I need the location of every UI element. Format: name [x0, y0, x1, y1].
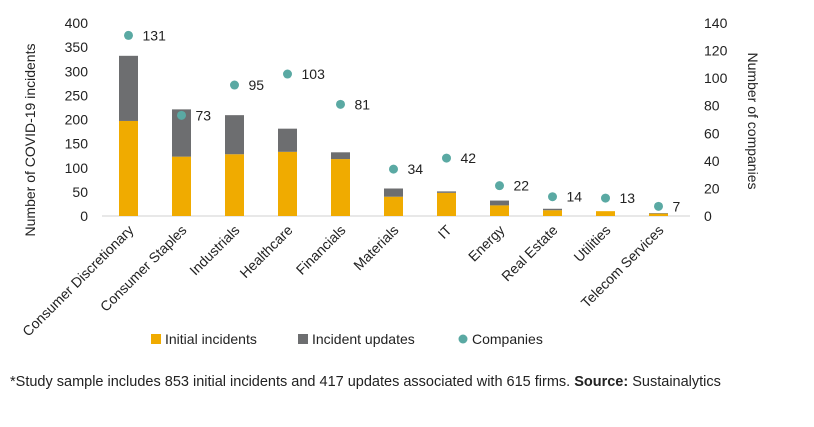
- point-data-label: 103: [302, 66, 326, 82]
- point-data-label: 13: [620, 190, 636, 206]
- bar-incident-updates: [437, 191, 456, 193]
- point-companies: [495, 181, 504, 191]
- legend-swatch-updates: [298, 334, 308, 344]
- point-data-label: 81: [355, 96, 371, 112]
- bar-incident-updates: [384, 188, 403, 197]
- y-tick-label: 350: [65, 39, 89, 55]
- bar-incident-updates: [543, 208, 562, 211]
- y2-axis-label: Number of companies: [745, 53, 761, 190]
- point-data-label: 131: [143, 27, 167, 43]
- y2-tick-label: 0: [704, 208, 712, 224]
- y-tick-label: 150: [65, 136, 89, 152]
- y-tick-label: 200: [65, 112, 89, 128]
- footnote-source-label: Source:: [574, 374, 629, 390]
- legend: Initial incidents Incident updates Compa…: [151, 331, 543, 347]
- category-label: Real Estate: [498, 222, 561, 285]
- bar-initial-incidents: [172, 156, 191, 216]
- point-data-label: 42: [461, 150, 477, 166]
- point-companies: [283, 69, 292, 79]
- y-tick-label: 400: [65, 15, 89, 31]
- point-companies: [230, 80, 239, 90]
- y2-tick-label: 40: [704, 153, 720, 169]
- point-data-label: 22: [514, 178, 530, 194]
- company-points: 131 73 95 103 81 34 42 22 14 13 7: [124, 27, 681, 214]
- point-data-label: 14: [567, 189, 583, 205]
- category-label: IT: [435, 221, 455, 241]
- bar-initial-incidents: [384, 196, 403, 216]
- bar-incident-updates: [278, 128, 297, 152]
- y-tick-label: 0: [80, 208, 88, 224]
- point-data-label: 73: [196, 107, 212, 123]
- y2-tick-label: 120: [704, 43, 728, 59]
- y-tick-label: 50: [72, 184, 88, 200]
- y-tick-label: 250: [65, 87, 89, 103]
- y2-tick-label: 140: [704, 15, 728, 31]
- bar-initial-incidents: [331, 159, 350, 216]
- footnote-source: Sustainalytics: [628, 374, 721, 390]
- bar-incident-updates: [119, 55, 138, 121]
- y2-tick-label: 80: [704, 98, 720, 114]
- category-label: Financials: [293, 222, 349, 278]
- point-data-label: 7: [673, 198, 681, 214]
- bar-incident-updates: [331, 152, 350, 160]
- point-companies: [442, 153, 451, 163]
- right-axis-ticks: 0 20 40 60 80 100 120 140: [704, 15, 728, 224]
- point-companies: [177, 110, 186, 120]
- y2-tick-label: 20: [704, 180, 720, 196]
- legend-label-initial: Initial incidents: [165, 331, 257, 347]
- point-companies: [389, 164, 398, 174]
- bar-incident-updates: [172, 109, 191, 157]
- bar-incident-updates: [490, 200, 509, 206]
- category-label: Utilities: [570, 222, 613, 265]
- legend-label-companies: Companies: [472, 331, 543, 347]
- legend-label-updates: Incident updates: [312, 331, 415, 347]
- y2-tick-label: 60: [704, 125, 720, 141]
- bar-initial-incidents: [437, 192, 456, 216]
- left-axis-ticks: 0 50 100 150 200 250 300 350 400: [65, 15, 89, 224]
- footnote-text: *Study sample includes 853 initial incid…: [10, 374, 575, 390]
- point-companies: [548, 192, 557, 202]
- y2-tick-label: 100: [704, 70, 728, 86]
- bar-initial-incidents: [490, 205, 509, 216]
- point-data-label: 34: [408, 161, 424, 177]
- legend-marker-companies: [458, 334, 468, 344]
- point-companies: [601, 193, 610, 203]
- bar-initial-incidents: [225, 154, 244, 216]
- bar-initial-incidents: [543, 210, 562, 216]
- point-companies: [336, 99, 345, 109]
- footnote: *Study sample includes 853 initial incid…: [10, 374, 721, 390]
- bar-initial-incidents: [278, 151, 297, 216]
- bar-incident-updates: [225, 115, 244, 155]
- bar-initial-incidents: [649, 213, 668, 216]
- category-label: Energy: [465, 222, 508, 265]
- category-label: Industrials: [186, 222, 242, 278]
- y-axis-label: Number of COVID-19 incidents: [22, 44, 38, 237]
- y-tick-label: 100: [65, 160, 89, 176]
- y-tick-label: 300: [65, 63, 89, 79]
- bar-initial-incidents: [596, 211, 615, 216]
- point-data-label: 95: [249, 77, 265, 93]
- chart: 0 50 100 150 200 250 300 350 400 0 20 40 60 80 100 120…: [19, 15, 761, 347]
- bars: [119, 55, 668, 216]
- point-companies: [124, 30, 133, 40]
- bar-initial-incidents: [119, 120, 138, 216]
- legend-swatch-initial: [151, 334, 161, 344]
- category-label: Materials: [350, 222, 401, 273]
- category-label: Healthcare: [236, 222, 295, 281]
- point-companies: [654, 201, 663, 211]
